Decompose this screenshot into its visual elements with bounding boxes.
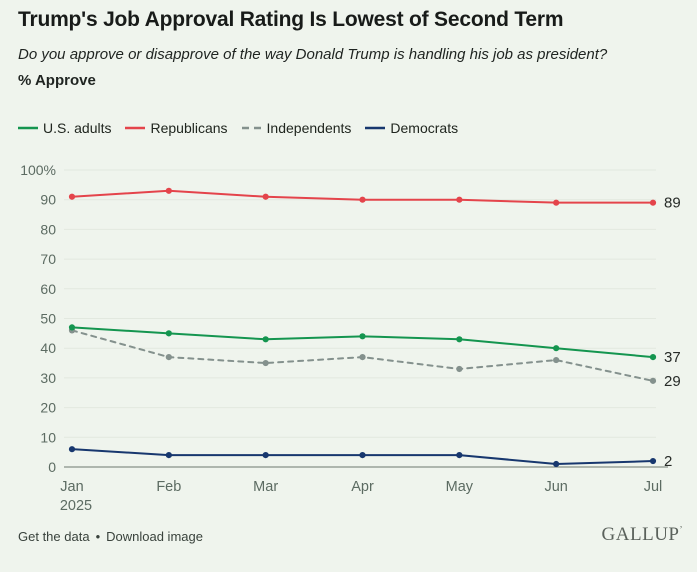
x-tick-label: Jan (60, 479, 83, 495)
chart-question: Do you approve or disapprove of the way … (18, 46, 608, 63)
data-point-democrats (165, 452, 172, 459)
y-tick-label: 80 (40, 221, 56, 237)
y-tick-label: 40 (40, 340, 56, 356)
series-end-label: 2 (664, 453, 672, 470)
y-tick-label: 50 (40, 311, 56, 327)
gallup-logo-text: GALLUP (601, 524, 680, 545)
y-tick-label: 0 (48, 459, 56, 475)
link-separator: • (95, 529, 101, 544)
data-point-independents (359, 354, 366, 361)
data-point-independents (262, 359, 269, 367)
legend-item-u-s-adults: U.S. adults (18, 120, 111, 136)
line-chart: 0 10 20 30 40 50 60 70 80 90 100% Jan 2025 Feb Mar Apr M… (0, 150, 697, 518)
chart-title: Trump's Job Approval Rating Is Lowest of… (18, 8, 564, 31)
data-point-u-s-adults (165, 330, 172, 337)
legend-swatch-line (241, 126, 262, 130)
data-point-u-s-adults (262, 336, 269, 343)
series-end-label: 89 (664, 195, 681, 212)
data-point-u-s-adults (68, 324, 76, 331)
x-tick-label: Apr (351, 479, 374, 495)
y-tick-label: 10 (40, 429, 56, 445)
data-point-democrats (456, 452, 463, 459)
legend-item-democrats: Democrats (365, 120, 458, 136)
chart-svg: 0 10 20 30 40 50 60 70 80 90 100% Jan 2025 Feb Mar Apr M… (20, 162, 681, 514)
y-tick-label: 90 (40, 192, 56, 208)
x-tick-label: Jun (544, 479, 567, 495)
series-end-label: 29 (664, 373, 681, 390)
data-point-republicans (262, 193, 269, 200)
legend-label: Democrats (390, 120, 459, 136)
legend-label: Independents (266, 120, 352, 136)
data-point-republicans (359, 196, 366, 203)
x-tick-label: Feb (156, 479, 181, 495)
y-tick-label: 100% (20, 162, 56, 178)
data-point-republicans (553, 199, 560, 206)
legend-label: Republicans (150, 120, 228, 136)
data-point-democrats (262, 452, 269, 459)
data-point-republicans (165, 187, 172, 194)
data-point-u-s-adults (553, 345, 560, 352)
download-image-link[interactable]: Download image (106, 529, 203, 544)
series-line-u-s-adults (71, 326, 654, 359)
data-point-u-s-adults (649, 354, 657, 361)
data-point-independents (553, 356, 560, 364)
data-point-u-s-adults (359, 333, 366, 340)
x-tick-label: May (446, 479, 474, 495)
data-point-democrats (553, 460, 560, 468)
footer-links: Get the data • Download image (18, 529, 203, 544)
data-point-independents (456, 365, 463, 373)
y-tick-label: 30 (40, 370, 56, 386)
data-point-democrats (359, 452, 366, 459)
y-tick-label: 20 (40, 400, 56, 416)
legend-swatch-line (365, 126, 386, 130)
x-tick-sublabel: 2025 (60, 498, 92, 514)
legend-item-independents: Independents (241, 120, 352, 136)
legend-swatch-line (18, 126, 38, 130)
chart-legend: U.S. adults Republicans Independents Democr… (18, 120, 458, 136)
x-tick-label: Mar (253, 479, 278, 495)
y-tick-label: 60 (40, 281, 56, 297)
legend-swatch-line (125, 126, 146, 130)
legend-label: U.S. adults (43, 120, 112, 136)
gallup-logo: GALLUPʼ (602, 524, 683, 546)
get-data-link[interactable]: Get the data (18, 529, 90, 544)
legend-item-republicans: Republicans (125, 120, 228, 136)
data-point-democrats (649, 457, 657, 465)
series-end-label: 37 (664, 349, 681, 366)
x-tick-label: Jul (644, 479, 663, 495)
data-point-democrats (68, 446, 76, 453)
data-point-u-s-adults (456, 336, 463, 343)
data-point-independents (649, 377, 657, 384)
gallup-logo-mark: ʼ (679, 524, 683, 535)
measure-label: % Approve (18, 72, 96, 89)
data-point-republicans (456, 196, 463, 203)
y-tick-label: 70 (40, 251, 56, 267)
data-point-independents (165, 354, 172, 361)
data-point-republicans (68, 193, 76, 200)
data-point-republicans (649, 199, 657, 206)
